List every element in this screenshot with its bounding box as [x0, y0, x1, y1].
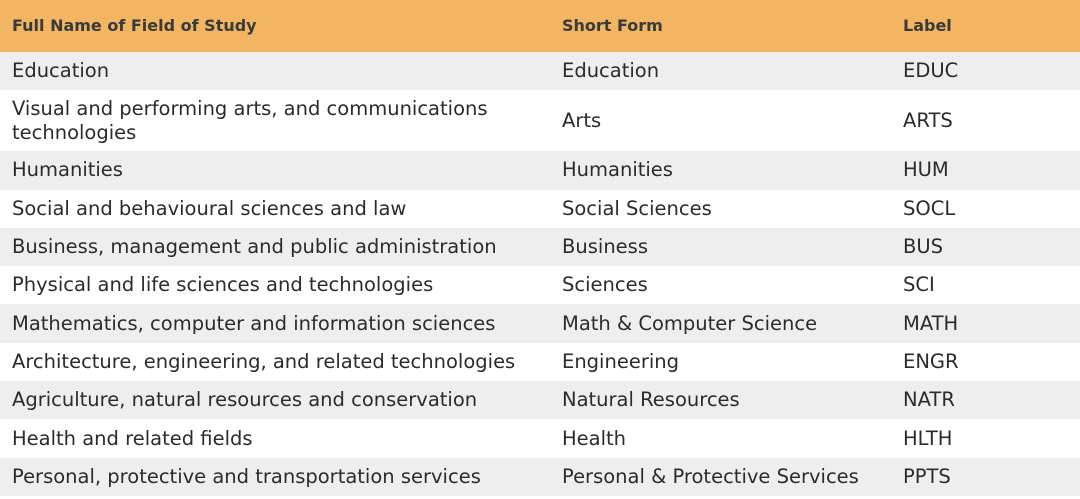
full-name-cell: Business, management and public administ…: [12, 235, 497, 259]
table-row: Agriculture, natural resources and conse…: [0, 381, 1080, 420]
short-form-cell: Humanities: [562, 158, 673, 182]
label-cell: NATR: [903, 388, 955, 412]
full-name-cell: Social and behavioural sciences and law: [12, 196, 407, 220]
table-row: Architecture, engineering, and related t…: [0, 342, 1080, 382]
header-full-name: Full Name of Field of Study: [12, 16, 257, 35]
label-cell: MATH: [903, 311, 959, 335]
table-row: Visual and performing arts, and communic…: [0, 90, 1080, 152]
full-name-cell: Humanities: [12, 158, 123, 182]
table-row: Physical and life sciences and technolog…: [0, 266, 1080, 305]
short-form-cell: Social Sciences: [562, 196, 712, 220]
label-cell: HLTH: [903, 426, 953, 450]
full-name-cell: Agriculture, natural resources and conse…: [12, 388, 478, 412]
label-cell: BUS: [903, 235, 944, 259]
full-name-cell: Architecture, engineering, and related t…: [12, 349, 516, 373]
full-name-cell: Physical and life sciences and technolog…: [12, 273, 434, 297]
label-cell: SOCL: [903, 196, 956, 220]
short-form-cell: Engineering: [562, 349, 679, 373]
label-cell: EDUC: [903, 59, 959, 83]
label-cell: HUM: [903, 158, 949, 182]
short-form-cell: Education: [562, 59, 660, 83]
short-form-cell: Business: [562, 235, 648, 259]
table-row: Personal, protective and transportation …: [0, 457, 1080, 496]
short-form-cell: Math & Computer Science: [562, 311, 818, 335]
label-cell: ENGR: [903, 349, 959, 373]
short-form-cell: Health: [562, 426, 627, 450]
label-cell: ARTS: [903, 108, 953, 132]
label-cell: PPTS: [903, 464, 951, 488]
short-form-cell: Natural Resources: [562, 388, 740, 412]
short-form-cell: Arts: [562, 108, 602, 132]
table-row: Health and related fields Health HLTH: [0, 419, 1080, 458]
label-cell: SCI: [903, 273, 935, 297]
table-row: Social and behavioural sciences and law …: [0, 189, 1080, 228]
full-name-cell: Personal, protective and transportation …: [12, 464, 481, 488]
full-name-cell: Visual and performing arts, and communic…: [12, 96, 488, 144]
table-row: Humanities Humanities HUM: [0, 151, 1080, 190]
short-form-cell: Personal & Protective Services: [562, 464, 859, 488]
header-label: Label: [903, 16, 952, 35]
table-row: Business, management and public administ…: [0, 227, 1080, 267]
header-short-form: Short Form: [562, 16, 663, 35]
table-row: Mathematics, computer and information sc…: [0, 304, 1080, 343]
full-name-cell: Education: [12, 59, 110, 83]
full-name-cell: Health and related fields: [12, 426, 253, 450]
table-header-row: Full Name of Field of Study Short Form L…: [0, 0, 1080, 52]
short-form-cell: Sciences: [562, 273, 648, 297]
table-row: Education Education EDUC: [0, 52, 1080, 91]
full-name-cell: Mathematics, computer and information sc…: [12, 311, 496, 335]
